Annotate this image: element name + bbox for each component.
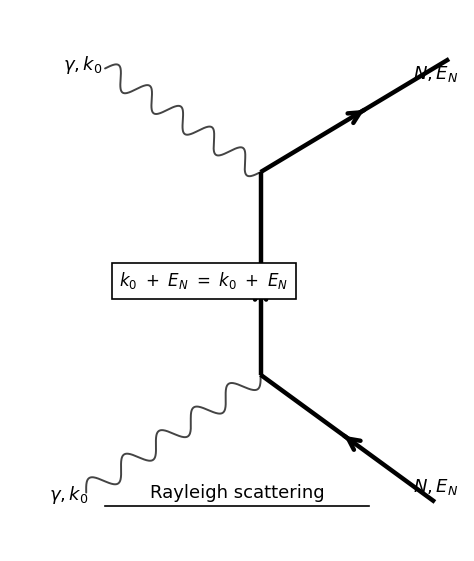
Text: $k_0\ +\ E_N\ =\ k_0\ +\ E_N$: $k_0\ +\ E_N\ =\ k_0\ +\ E_N$ xyxy=(119,270,289,291)
Text: $N,E_N$: $N,E_N$ xyxy=(413,477,458,497)
Text: $\gamma,k_0$: $\gamma,k_0$ xyxy=(48,484,88,506)
Text: $N,E_N$: $N,E_N$ xyxy=(413,64,458,84)
Text: $\gamma,k_0$: $\gamma,k_0$ xyxy=(63,53,102,76)
Text: Rayleigh scattering: Rayleigh scattering xyxy=(150,484,324,502)
